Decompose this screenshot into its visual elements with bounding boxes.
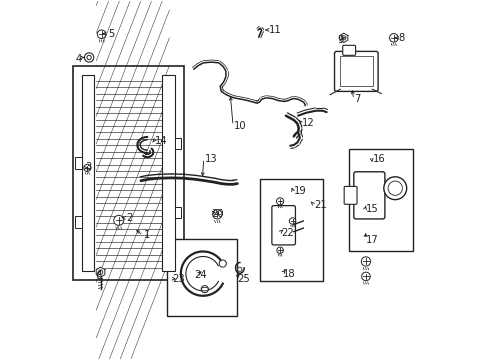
Text: 24: 24 (194, 270, 207, 280)
Text: 5: 5 (108, 28, 114, 39)
Circle shape (83, 164, 91, 171)
Circle shape (276, 247, 283, 253)
Circle shape (361, 257, 370, 266)
Circle shape (87, 55, 91, 60)
Text: 12: 12 (302, 118, 314, 128)
Bar (259, 179, 323, 281)
Circle shape (383, 177, 406, 200)
Text: 11: 11 (268, 25, 281, 35)
Text: 3: 3 (85, 162, 92, 172)
Circle shape (219, 260, 226, 267)
Text: 13: 13 (204, 154, 217, 163)
Text: 9: 9 (337, 35, 343, 45)
Bar (348, 149, 412, 251)
FancyBboxPatch shape (271, 206, 295, 245)
Text: 7: 7 (354, 94, 360, 104)
Bar (82, 75, 94, 271)
Ellipse shape (201, 287, 208, 291)
Text: 25: 25 (237, 274, 249, 284)
Circle shape (361, 272, 369, 281)
Text: 2: 2 (125, 213, 132, 223)
Text: 21: 21 (313, 200, 326, 210)
Circle shape (97, 30, 106, 39)
Bar (162, 75, 175, 271)
Circle shape (98, 270, 102, 274)
Text: 17: 17 (365, 235, 378, 245)
Bar (175, 207, 181, 217)
Text: 16: 16 (372, 154, 385, 163)
Circle shape (114, 215, 123, 225)
Text: 20: 20 (211, 208, 224, 219)
Bar (166, 239, 236, 316)
Circle shape (341, 36, 345, 40)
Circle shape (237, 267, 242, 271)
FancyBboxPatch shape (342, 45, 355, 55)
Circle shape (276, 198, 283, 205)
Bar (339, 57, 372, 86)
Polygon shape (96, 267, 104, 277)
Circle shape (389, 33, 397, 42)
Polygon shape (339, 33, 347, 42)
Text: 15: 15 (365, 204, 378, 214)
FancyBboxPatch shape (334, 51, 377, 91)
FancyBboxPatch shape (353, 172, 384, 219)
Bar (75, 216, 82, 228)
Text: 6: 6 (95, 271, 102, 281)
FancyBboxPatch shape (344, 186, 356, 204)
Circle shape (212, 210, 222, 219)
Bar (73, 66, 183, 280)
Text: 1: 1 (143, 230, 150, 240)
Text: 18: 18 (283, 269, 295, 279)
Circle shape (289, 218, 295, 224)
Text: 14: 14 (154, 136, 167, 146)
Text: 22: 22 (281, 228, 293, 238)
Bar (175, 138, 181, 149)
Circle shape (201, 285, 208, 293)
Text: 19: 19 (293, 186, 306, 197)
Text: 4: 4 (76, 54, 82, 64)
Text: 8: 8 (397, 33, 404, 43)
Text: 23: 23 (172, 274, 184, 284)
Circle shape (84, 53, 94, 62)
Circle shape (387, 181, 402, 195)
Bar (75, 157, 82, 170)
Text: 10: 10 (233, 121, 246, 131)
